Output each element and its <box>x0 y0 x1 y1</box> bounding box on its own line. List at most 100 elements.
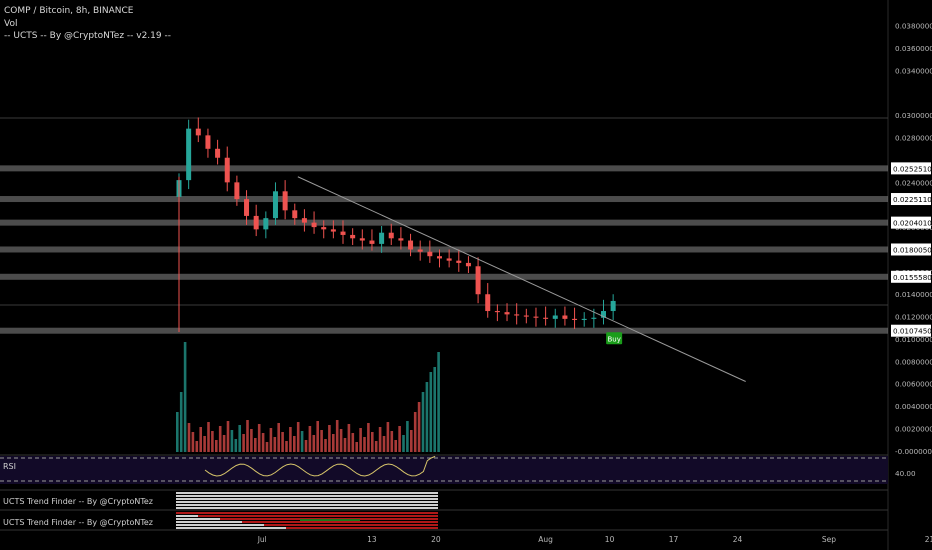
trend-finder-red <box>176 512 438 514</box>
volume-bar <box>296 422 300 452</box>
volume-bar <box>230 430 234 452</box>
candle-body <box>359 238 365 241</box>
volume-bar <box>304 440 308 452</box>
volume-bar <box>234 439 238 452</box>
candle-body <box>244 199 250 216</box>
volume-bar <box>254 438 257 452</box>
level-band-1 <box>0 196 888 203</box>
candle-body <box>301 218 307 223</box>
volume-bar <box>312 435 316 452</box>
x-tick-label: Sep <box>822 535 836 544</box>
candle-body <box>253 215 259 230</box>
volume-bar <box>363 437 366 452</box>
volume-bar <box>179 392 183 452</box>
candle-body <box>350 234 356 239</box>
volume-bar <box>183 342 187 452</box>
candle-body <box>234 182 240 200</box>
volume-bar <box>215 440 218 452</box>
volume-bar <box>347 424 351 452</box>
candle-body <box>533 316 539 318</box>
volume-bar <box>355 442 358 452</box>
volume-bar <box>257 424 261 452</box>
indicator-label: -- UCTS -- By @CryptoNTez -- v2.19 -- <box>4 31 171 41</box>
candle-body <box>369 240 375 244</box>
candle-body <box>398 238 404 241</box>
volume-bar <box>425 382 429 452</box>
volume-bar <box>289 427 292 452</box>
candle-body <box>263 218 269 230</box>
trend-finder-row-1 <box>176 501 438 503</box>
candle-body <box>552 315 558 319</box>
candle-body <box>601 311 607 318</box>
price-label: 0.01074500 <box>893 327 932 336</box>
rsi-line <box>204 455 436 477</box>
volume-bar <box>250 429 253 452</box>
volume-bar <box>374 441 378 452</box>
rsi-label: RSI <box>3 462 16 471</box>
y-tick-label: -0.00000000 <box>895 447 932 456</box>
candle-body <box>427 251 433 257</box>
candle-body <box>292 210 298 219</box>
volume-bar <box>324 439 327 452</box>
x-tick-label: 17 <box>669 535 679 544</box>
volume-bar <box>281 432 284 452</box>
candle-body <box>494 311 500 313</box>
trend-finder-label-1: UCTS Trend Finder -- By @CryptoNTez <box>3 497 153 506</box>
volume-bar <box>211 431 214 452</box>
candle-body <box>195 128 201 136</box>
volume-bar <box>367 423 370 452</box>
volume-bar <box>417 402 421 452</box>
candle-body <box>388 232 394 239</box>
volume-bar <box>261 433 265 452</box>
volume-bar <box>335 420 339 452</box>
volume-bar <box>242 434 245 452</box>
x-tick-label: Aug <box>538 535 553 544</box>
candle-body <box>591 317 597 319</box>
volume-label: Vol <box>4 19 18 29</box>
trend-finder-red <box>198 515 438 517</box>
volume-bar <box>308 426 312 452</box>
volume-bar <box>429 372 433 452</box>
volume-bar <box>246 420 249 452</box>
volume-bar <box>195 441 199 452</box>
candle-body <box>514 314 520 316</box>
volume-bar <box>176 412 179 452</box>
volume-bar <box>285 441 288 452</box>
volume-bar <box>265 442 269 452</box>
trend-finder-green <box>300 519 360 521</box>
buy-signal-label: Buy <box>607 335 620 343</box>
volume-bar <box>359 428 362 452</box>
level-band-5 <box>0 327 888 334</box>
symbol-title: COMP / Bitcoin, 8h, BINANCE <box>4 6 134 16</box>
trend-finder-row-1 <box>176 495 438 497</box>
price-label-box-2 <box>891 216 931 229</box>
rsi-pane-background <box>0 456 888 484</box>
volume-bar <box>421 392 425 452</box>
price-label-box-1 <box>891 193 931 206</box>
x-tick-label: 21 <box>925 535 932 544</box>
x-tick-label: 24 <box>733 535 743 544</box>
trend-finder-row-1 <box>176 498 438 500</box>
volume-bar <box>238 425 241 452</box>
candle-body <box>523 315 529 317</box>
volume-bar <box>300 431 304 452</box>
volume-bar <box>371 432 374 452</box>
candle-body <box>475 266 481 295</box>
candle-body <box>610 300 616 312</box>
trend-finder-gray <box>176 524 265 526</box>
x-tick-label: 20 <box>431 535 441 544</box>
